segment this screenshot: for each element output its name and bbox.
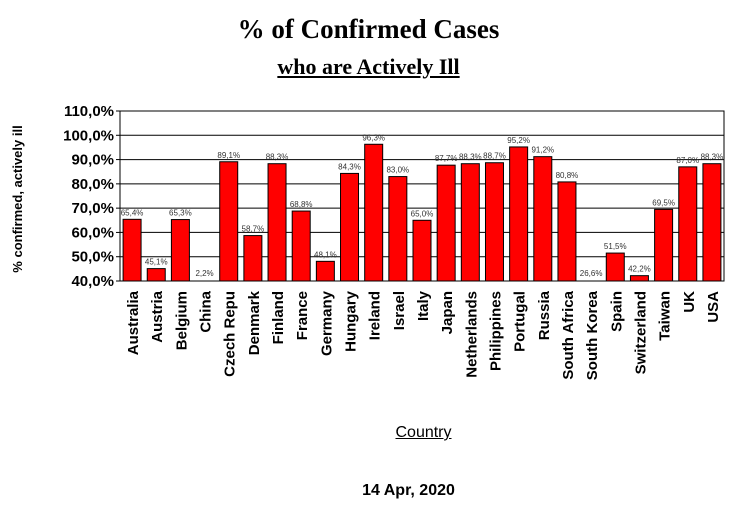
- bar: [243, 235, 263, 282]
- bar: [412, 219, 432, 282]
- value-label: 91,2%: [531, 146, 554, 155]
- bar: [291, 210, 311, 282]
- bar: [436, 164, 456, 282]
- y-tick-label: 90,0%: [71, 152, 114, 169]
- chart-title: % of Confirmed Cases: [237, 14, 500, 44]
- value-label: 87,7%: [435, 154, 458, 163]
- bar: [315, 260, 335, 282]
- bar: [364, 143, 384, 282]
- bars: [122, 143, 722, 282]
- value-label: 84,3%: [338, 162, 361, 171]
- bar: [460, 163, 480, 282]
- value-label: 51,5%: [604, 242, 627, 251]
- value-label: 26,6%: [580, 269, 603, 278]
- bar: [533, 156, 553, 282]
- bar: [146, 268, 166, 282]
- bar: [629, 275, 649, 282]
- x-tick-label: Austria: [149, 290, 166, 342]
- value-label: 80,8%: [556, 171, 579, 180]
- bar: [484, 162, 504, 282]
- bar: [678, 166, 698, 282]
- x-axis-label: Country: [395, 424, 452, 441]
- x-tick-label: Israel: [391, 291, 408, 330]
- x-tick-label: Switzerland: [632, 291, 649, 374]
- x-tick-label: Australia: [125, 290, 142, 355]
- x-tick-label: France: [294, 291, 311, 340]
- value-label: 88,3%: [701, 153, 724, 162]
- x-tick-label: Japan: [439, 291, 456, 334]
- x-tick-label: Ireland: [367, 291, 384, 340]
- value-label: 88,7%: [483, 152, 506, 161]
- x-tick-label: South Africa: [560, 290, 577, 379]
- x-tick-label: Netherlands: [463, 291, 480, 378]
- x-tick-label: Belgium: [173, 291, 190, 350]
- bar: [509, 146, 529, 282]
- bar: [340, 172, 360, 282]
- x-tick-label: UK: [681, 291, 698, 313]
- value-label: 65,4%: [121, 208, 144, 217]
- y-tick-label: 60,0%: [71, 224, 114, 241]
- value-label: 68,8%: [290, 200, 313, 209]
- x-tick-label: Germany: [318, 290, 335, 356]
- x-tick-label: Denmark: [246, 290, 263, 355]
- x-tick-label: USA: [705, 291, 722, 323]
- bar: [170, 219, 190, 282]
- bar: [702, 163, 722, 282]
- x-tick-label: Hungary: [343, 290, 360, 352]
- value-label: 45,1%: [145, 258, 168, 267]
- value-label: 2,2%: [195, 269, 213, 278]
- x-tick-label: Taiwan: [657, 291, 674, 341]
- y-tick-label: 40,0%: [71, 273, 114, 290]
- x-tick-label: Philippines: [487, 291, 504, 371]
- y-tick-label: 70,0%: [71, 200, 114, 217]
- x-tick-label: Czech Repu: [222, 291, 239, 377]
- value-label: 88,3%: [459, 153, 482, 162]
- value-label: 65,3%: [169, 209, 192, 218]
- y-tick-label: 100,0%: [63, 127, 114, 144]
- y-tick-labels: 40,0% 50,0% 60,0% 70,0% 80,0% 90,0% 100,0% 110,…: [63, 103, 114, 290]
- x-tick-label: South Korea: [584, 290, 601, 380]
- value-label: 42,2%: [628, 265, 651, 274]
- x-tick-label: Spain: [608, 291, 625, 332]
- value-labels: 65,4% 45,1% 65,3% 2,2% 89,1% 58,7% 88,3% 68,8% 4…: [121, 133, 724, 278]
- value-label: 88,3%: [266, 153, 289, 162]
- x-tick-label: Russia: [536, 290, 553, 340]
- value-label: 48,1%: [314, 250, 337, 259]
- bar: [219, 161, 239, 282]
- y-tick-label: 110,0%: [64, 103, 114, 120]
- bar: [605, 252, 625, 282]
- x-tick-labels: Australia Austria Belgium China Czech Repu De…: [125, 290, 722, 380]
- bar: [388, 176, 408, 282]
- bar: [122, 218, 142, 282]
- value-label: 87,0%: [676, 156, 699, 165]
- value-label: 69,5%: [652, 198, 675, 207]
- value-label: 83,0%: [386, 166, 409, 175]
- footer-date: 14 Apr, 2020: [362, 482, 455, 499]
- bar: [654, 208, 674, 282]
- x-tick-label: Italy: [415, 290, 432, 321]
- value-label: 58,7%: [242, 225, 265, 234]
- value-label: 96,3%: [362, 133, 385, 142]
- y-tick-label: 50,0%: [71, 249, 114, 266]
- value-label: 89,1%: [217, 151, 240, 160]
- x-tick-label: China: [198, 290, 215, 332]
- y-axis-label: % confirmed, actively ill: [10, 125, 25, 272]
- x-tick-label: Portugal: [512, 291, 529, 352]
- y-tick-label: 80,0%: [71, 176, 114, 193]
- bar: [267, 163, 287, 282]
- value-label: 95,2%: [507, 136, 530, 145]
- chart-subtitle: who are Actively Ill: [277, 54, 460, 79]
- x-tick-label: Finland: [270, 291, 287, 344]
- value-label: 65,0%: [411, 209, 434, 218]
- bar: [557, 181, 577, 282]
